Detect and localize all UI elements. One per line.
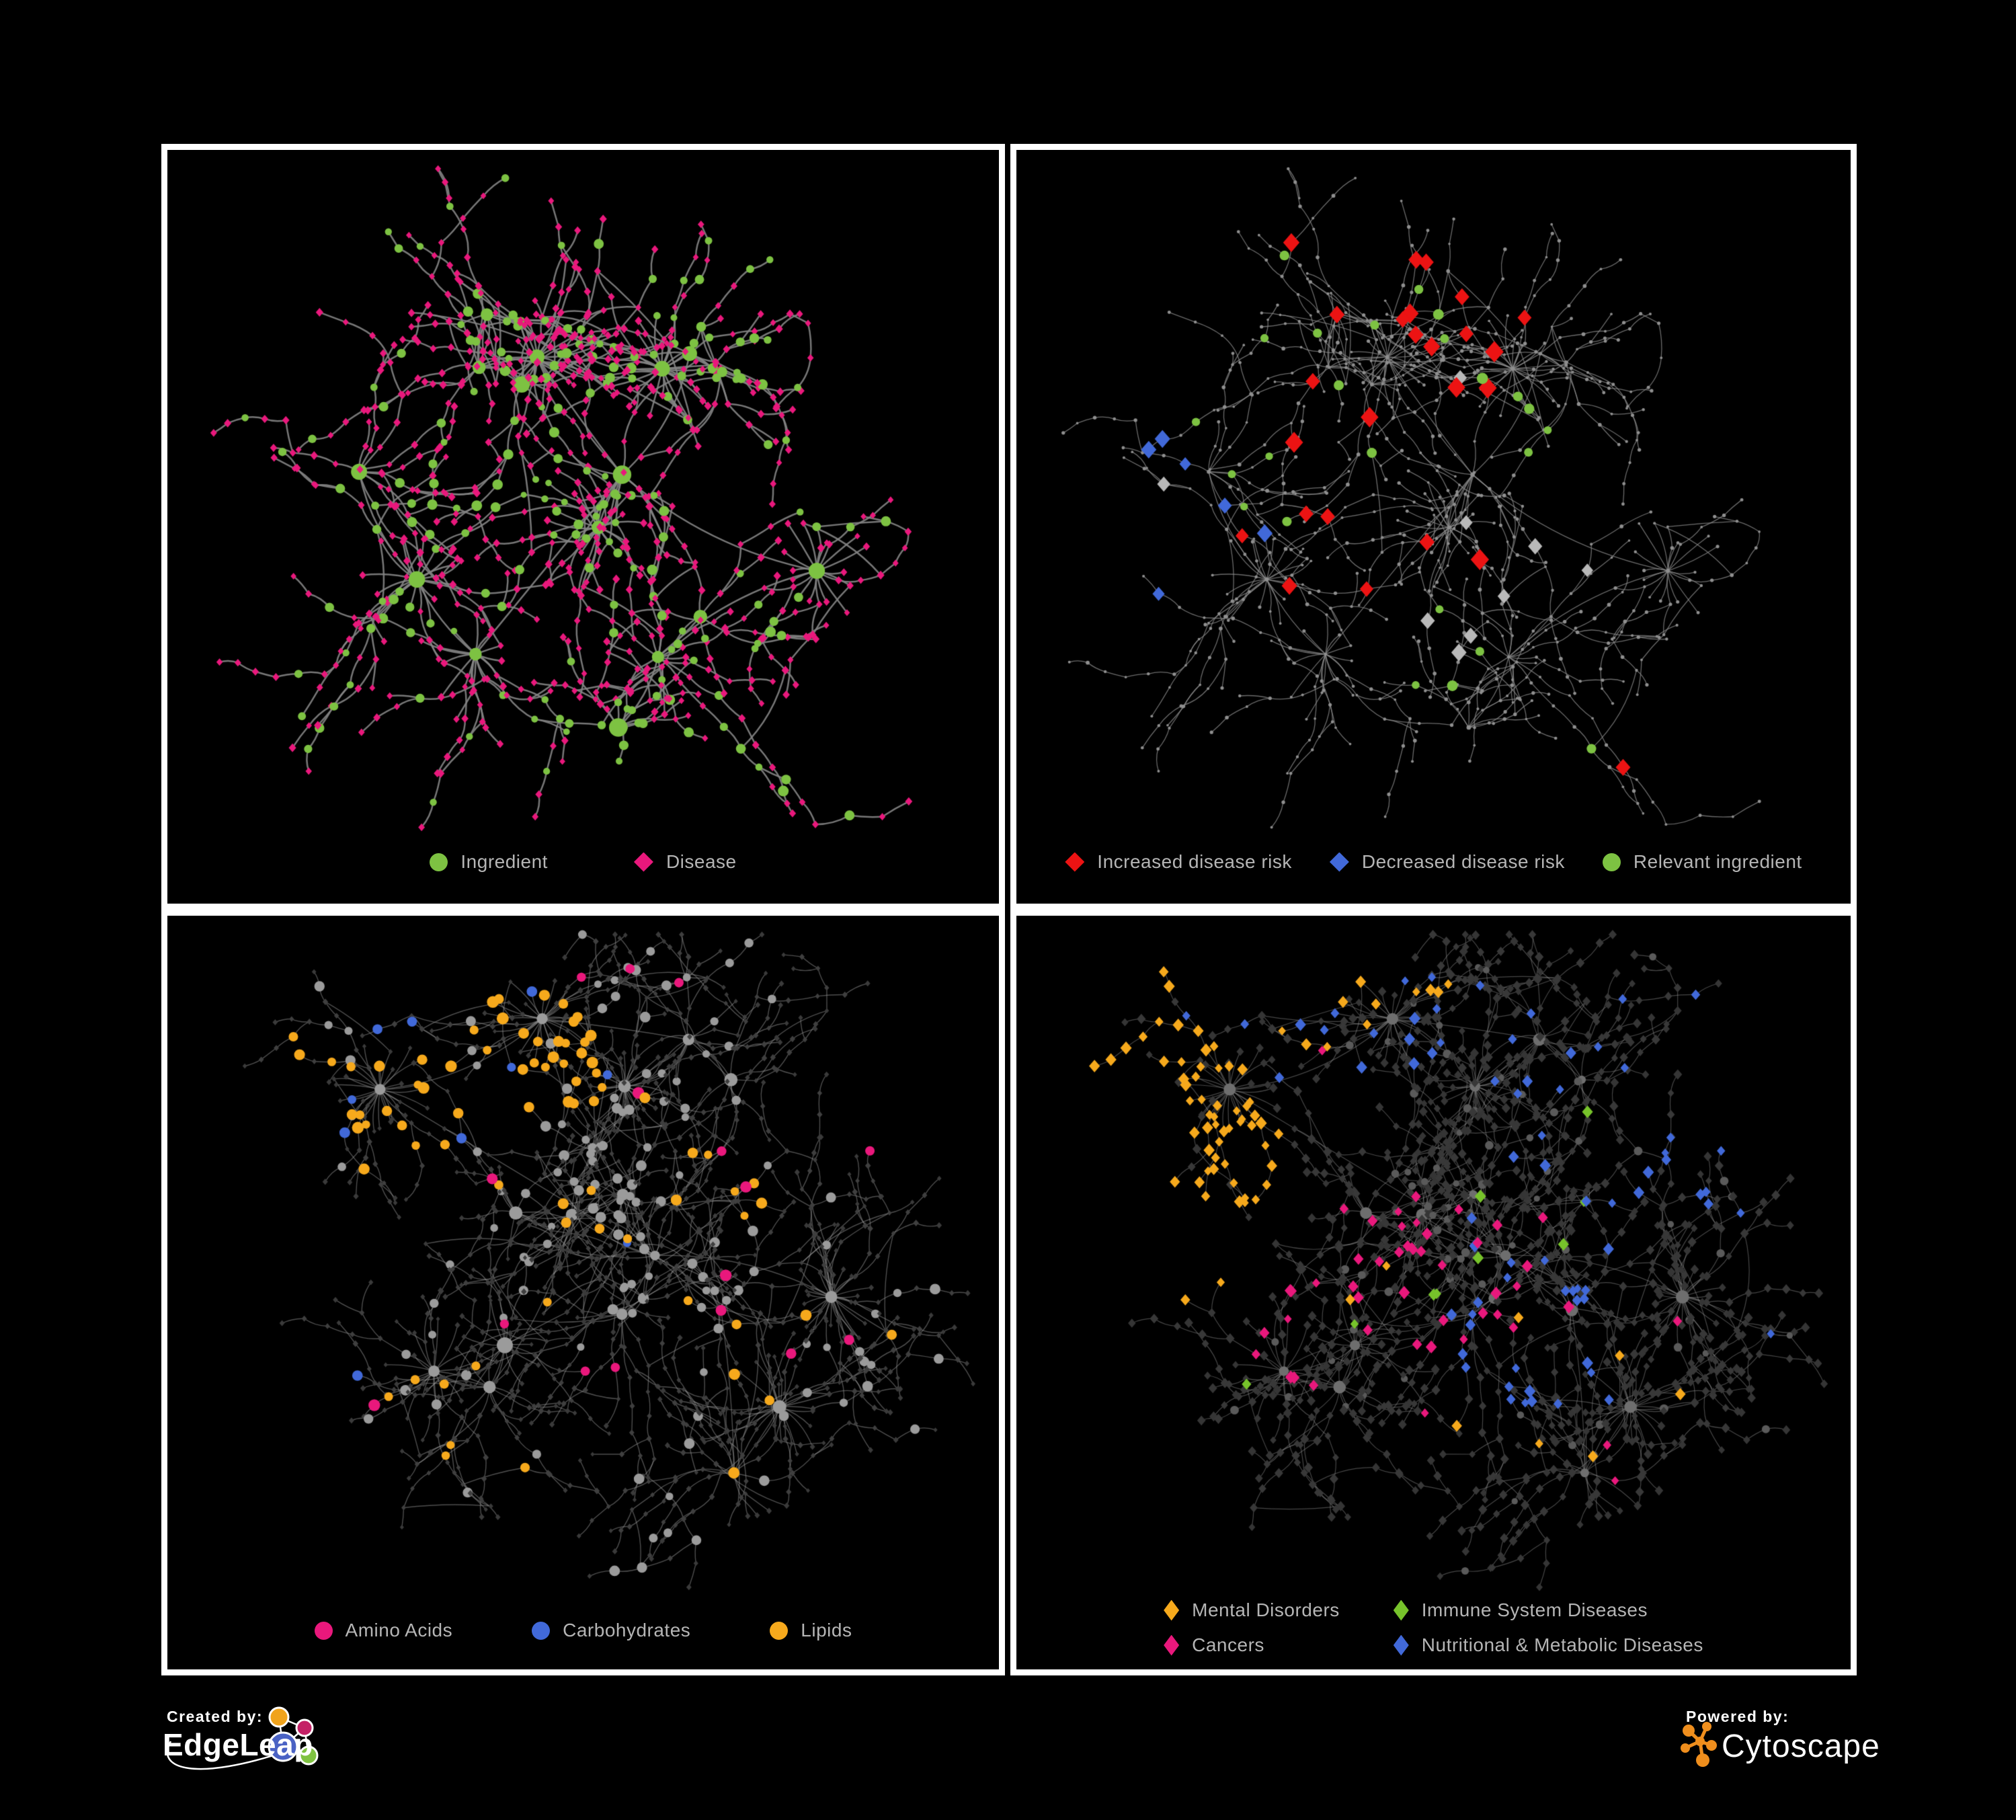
relevant-ingredient-marker-icon — [1602, 853, 1621, 871]
legend-disease-categories: Mental Disorders Immune System Diseases … — [1016, 1599, 1851, 1656]
network-graph-disease-categories — [1016, 916, 1851, 1669]
legend-label: Lipids — [801, 1620, 852, 1640]
legend-label: Immune System Diseases — [1421, 1599, 1648, 1620]
increased-risk-marker-icon — [1065, 852, 1085, 872]
legend-label: Decreased disease risk — [1361, 851, 1565, 872]
legend-label: Increased disease risk — [1097, 851, 1292, 872]
legend-nutrient-classes: Amino Acids Carbohydrates Lipids — [167, 1620, 999, 1641]
panel-nutrient-classes: Amino Acids Carbohydrates Lipids — [161, 910, 1005, 1675]
immune-system-diseases-marker-icon — [1393, 1599, 1409, 1621]
legend-label: Mental Disorders — [1192, 1599, 1340, 1620]
legend-item-amino-acids: Amino Acids — [314, 1620, 453, 1641]
panel-ingredient-disease: Ingredient Disease — [161, 144, 1005, 910]
legend-label: Disease — [666, 851, 737, 872]
legend-item-nutritional-metabolic-diseases: Nutritional & Metabolic Diseases — [1393, 1634, 1703, 1656]
legend-item-mental-disorders: Mental Disorders — [1164, 1599, 1340, 1621]
legend-label: Nutritional & Metabolic Diseases — [1421, 1634, 1703, 1655]
legend-item-immune-system-diseases: Immune System Diseases — [1393, 1599, 1703, 1621]
legend-label: Cancers — [1192, 1634, 1264, 1655]
panel-disease-risk: Increased disease risk Decreased disease… — [1010, 144, 1857, 910]
legend-label: Amino Acids — [345, 1620, 453, 1640]
edgeleap-wordmark: EdgeLeap — [163, 1727, 313, 1762]
legend-item-carbohydrates: Carbohydrates — [532, 1620, 690, 1641]
legend-item-decreased-risk: Decreased disease risk — [1329, 851, 1565, 873]
panel-disease-categories: Mental Disorders Immune System Diseases … — [1010, 910, 1857, 1675]
legend-disease-risk: Increased disease risk Decreased disease… — [1016, 851, 1851, 873]
decreased-risk-marker-icon — [1329, 852, 1349, 872]
lipids-marker-icon — [770, 1621, 789, 1640]
legend-item-relevant-ingredient: Relevant ingredient — [1602, 851, 1802, 873]
disease-marker-icon — [633, 852, 653, 872]
created-by-block: Created by: EdgeLeap — [156, 1702, 385, 1803]
nutritional-metabolic-diseases-marker-icon — [1393, 1634, 1409, 1656]
ingredient-marker-icon — [430, 853, 448, 871]
legend-item-increased-risk: Increased disease risk — [1065, 851, 1292, 873]
legend-item-lipids: Lipids — [770, 1620, 852, 1641]
legend-item-cancers: Cancers — [1164, 1634, 1340, 1656]
legend-label: Relevant ingredient — [1633, 851, 1802, 872]
legend-item-ingredient: Ingredient — [430, 851, 548, 873]
network-graph-disease-risk — [1016, 150, 1851, 904]
amino-acids-marker-icon — [314, 1621, 333, 1640]
powered-by-block: Powered by: Cytoscape — [1677, 1702, 1906, 1783]
powered-by-label: Powered by: — [1686, 1708, 1789, 1725]
mental-disorders-marker-icon — [1164, 1599, 1180, 1621]
legend-label: Ingredient — [460, 851, 548, 872]
cancers-marker-icon — [1164, 1634, 1180, 1656]
carbohydrates-marker-icon — [532, 1621, 551, 1640]
legend-item-disease: Disease — [633, 851, 737, 873]
created-by-label: Created by: — [167, 1708, 264, 1725]
legend-ingredient-disease: Ingredient Disease — [167, 851, 999, 873]
network-graph-ingredient-disease — [167, 150, 999, 904]
legend-label: Carbohydrates — [563, 1620, 691, 1640]
cytoscape-logo-icon — [1681, 1722, 1717, 1767]
network-graph-nutrient-classes — [167, 916, 999, 1669]
cytoscape-wordmark: Cytoscape — [1722, 1729, 1880, 1764]
